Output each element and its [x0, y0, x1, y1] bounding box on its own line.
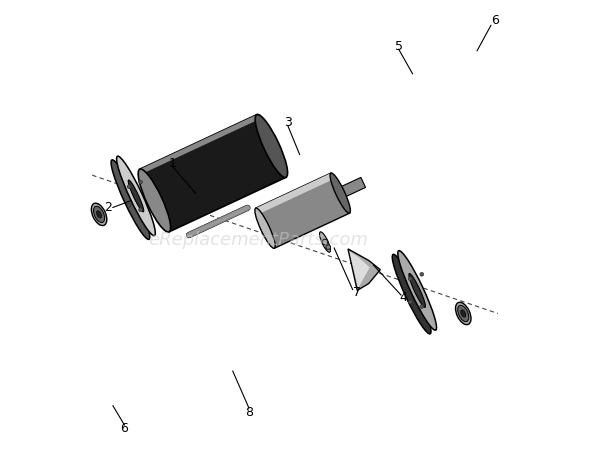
Ellipse shape — [139, 180, 142, 184]
Ellipse shape — [455, 302, 471, 325]
Text: 2: 2 — [104, 201, 112, 214]
Ellipse shape — [255, 114, 287, 177]
Text: 5: 5 — [395, 40, 403, 53]
Ellipse shape — [97, 211, 101, 218]
Text: 4: 4 — [399, 291, 407, 304]
Polygon shape — [255, 173, 350, 248]
Text: 6: 6 — [120, 422, 129, 435]
Ellipse shape — [330, 173, 350, 213]
Text: 1: 1 — [169, 157, 177, 170]
Ellipse shape — [326, 245, 330, 249]
Ellipse shape — [461, 310, 466, 317]
Text: 3: 3 — [284, 116, 292, 129]
Text: 6: 6 — [491, 14, 500, 27]
Polygon shape — [255, 173, 334, 214]
Ellipse shape — [458, 305, 469, 322]
Ellipse shape — [398, 251, 437, 330]
Ellipse shape — [408, 277, 412, 281]
Polygon shape — [338, 177, 366, 198]
Ellipse shape — [127, 185, 131, 189]
Ellipse shape — [127, 203, 131, 207]
Ellipse shape — [93, 206, 104, 223]
Polygon shape — [349, 251, 370, 288]
Ellipse shape — [138, 169, 171, 232]
Ellipse shape — [322, 239, 327, 245]
Ellipse shape — [128, 180, 144, 212]
Ellipse shape — [139, 208, 142, 212]
Text: 8: 8 — [245, 406, 253, 419]
Ellipse shape — [392, 254, 431, 334]
Ellipse shape — [91, 203, 107, 225]
Ellipse shape — [255, 208, 275, 248]
Polygon shape — [140, 115, 259, 174]
Ellipse shape — [420, 305, 424, 308]
Ellipse shape — [111, 160, 150, 239]
Polygon shape — [140, 115, 286, 232]
Ellipse shape — [117, 156, 155, 236]
Polygon shape — [348, 249, 381, 290]
Ellipse shape — [408, 300, 412, 304]
Ellipse shape — [420, 272, 424, 276]
Ellipse shape — [320, 232, 330, 252]
Text: 7: 7 — [353, 286, 361, 299]
Text: eReplacementParts.com: eReplacementParts.com — [148, 230, 368, 249]
Ellipse shape — [409, 273, 425, 307]
